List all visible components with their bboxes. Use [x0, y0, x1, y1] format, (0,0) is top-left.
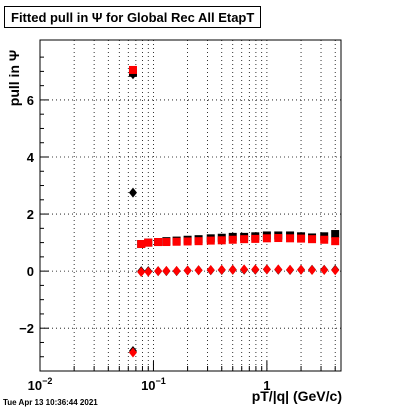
square-marker: [162, 238, 171, 247]
square-marker: [240, 235, 249, 244]
diamond-marker: [206, 264, 215, 275]
y-tick-label: 4: [27, 150, 35, 165]
square-marker: [308, 235, 317, 244]
diamond-marker: [172, 265, 181, 276]
square-marker: [183, 237, 192, 246]
square-marker: [144, 238, 153, 247]
x-axis-label: pT/|q| (GeV/c): [251, 388, 342, 404]
diamond-marker: [144, 266, 153, 277]
axes: −2 0 2 4 6 10−2 10−1 1: [19, 39, 342, 393]
diamond-marker: [308, 264, 317, 275]
square-marker: [228, 235, 237, 244]
diamond-marker: [286, 264, 295, 275]
diamond-marker: [274, 264, 283, 275]
square-marker: [251, 234, 260, 243]
diamond-marker: [297, 264, 306, 275]
diamond-marker: [128, 347, 137, 358]
square-marker: [217, 236, 226, 245]
diamond-marker: [154, 266, 163, 277]
timestamp: Tue Apr 13 10:36:44 2021: [3, 398, 98, 407]
square-marker: [206, 236, 215, 245]
square-marker: [172, 237, 181, 246]
diamond-marker: [251, 264, 260, 275]
x-tick-label: 10−1: [141, 376, 166, 393]
diamond-marker: [137, 266, 146, 277]
y-tick-label: 6: [27, 93, 34, 108]
x-tick-label: 10−2: [28, 376, 53, 393]
plot-frame: [39, 39, 342, 372]
square-marker: [297, 234, 306, 243]
square-marker: [154, 238, 163, 247]
diamond-marker: [262, 264, 271, 275]
diamond-marker: [194, 265, 203, 276]
diamond-marker: [240, 264, 249, 275]
diamond-marker: [183, 265, 192, 276]
square-marker: [194, 237, 203, 246]
square-marker: [331, 230, 340, 239]
y-axis-label: pull in Ψ: [6, 49, 22, 107]
y-tick-label: 0: [27, 264, 34, 279]
chart-title: Fitted pull in Ψ for Global Rec All Etap…: [4, 6, 262, 28]
square-marker: [331, 237, 340, 246]
y-tick-label: 2: [27, 207, 34, 222]
diamond-marker: [228, 264, 237, 275]
diamond-marker: [331, 265, 340, 276]
y-tick-label: −2: [19, 321, 34, 336]
diamond-marker: [217, 264, 226, 275]
data-markers: [128, 65, 340, 358]
square-marker: [286, 234, 295, 243]
square-marker: [274, 234, 283, 243]
diamond-marker: [162, 265, 171, 276]
grid-lines: [39, 40, 341, 371]
diamond-marker: [128, 187, 137, 198]
square-marker: [137, 240, 146, 249]
diamond-marker: [320, 264, 329, 275]
x-tick-label: 1: [263, 378, 270, 393]
square-marker: [128, 65, 137, 74]
square-marker: [262, 234, 271, 243]
square-marker: [320, 235, 329, 244]
